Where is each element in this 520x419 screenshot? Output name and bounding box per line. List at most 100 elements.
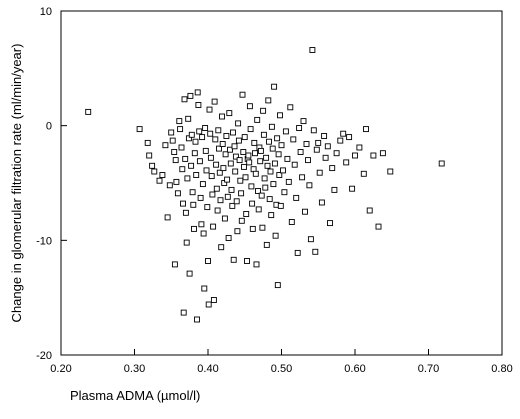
data-point	[240, 149, 247, 155]
data-point	[196, 128, 203, 135]
data-point	[186, 270, 193, 277]
data-point	[205, 258, 211, 264]
data-point	[198, 221, 205, 228]
data-point	[136, 126, 143, 133]
data-point	[247, 126, 254, 133]
data-point	[260, 131, 267, 138]
data-point	[180, 309, 187, 316]
data-point	[205, 301, 212, 308]
data-point	[192, 138, 199, 145]
data-point	[218, 244, 225, 251]
y-axis-title: Change in glomerular filtration rate (ml…	[9, 44, 24, 323]
data-point	[260, 107, 267, 114]
data-point	[329, 165, 336, 172]
data-point	[307, 236, 314, 243]
data-point	[272, 232, 279, 239]
data-point	[229, 202, 236, 209]
data-point	[299, 174, 306, 181]
data-point	[220, 165, 227, 172]
data-point	[232, 153, 239, 160]
data-point	[221, 215, 228, 222]
x-tick-label: 0.80	[491, 363, 512, 375]
data-point	[216, 145, 222, 152]
data-point	[268, 212, 275, 219]
data-point	[156, 177, 163, 184]
data-point	[238, 217, 245, 224]
data-point	[207, 154, 214, 161]
data-point	[263, 241, 270, 248]
data-point	[195, 102, 202, 108]
data-point	[370, 152, 377, 159]
data-point	[245, 152, 252, 159]
data-point	[255, 188, 261, 194]
data-point	[193, 172, 200, 178]
data-point	[252, 170, 259, 177]
data-point	[178, 144, 185, 151]
data-point	[244, 258, 250, 264]
data-point	[222, 151, 229, 158]
data-point	[237, 177, 244, 184]
data-point	[185, 115, 192, 122]
x-tick-label: 0.60	[344, 363, 365, 375]
data-point	[182, 209, 189, 216]
data-point	[255, 206, 262, 213]
data-point	[274, 282, 281, 289]
data-point	[309, 47, 316, 53]
data-point	[267, 168, 274, 175]
data-point	[266, 138, 272, 145]
data-point	[169, 137, 176, 144]
data-point	[235, 137, 242, 144]
data-point	[227, 160, 234, 167]
data-point	[201, 285, 208, 292]
data-point	[239, 91, 246, 98]
data-point	[363, 126, 369, 133]
data-point	[172, 157, 179, 164]
data-point	[85, 108, 92, 115]
data-point	[262, 184, 269, 191]
data-point	[182, 155, 189, 162]
data-point	[252, 150, 258, 157]
data-point	[333, 150, 340, 157]
data-points	[85, 47, 445, 323]
data-point	[231, 143, 238, 150]
data-point	[305, 157, 311, 164]
data-point	[324, 143, 331, 150]
data-point	[246, 103, 253, 110]
y-axis: 10 0 -10 -20	[36, 6, 67, 362]
data-point	[271, 83, 278, 90]
data-point	[264, 162, 271, 169]
data-point	[219, 141, 226, 147]
data-point	[257, 147, 264, 154]
data-point	[352, 152, 358, 159]
data-point	[349, 185, 356, 192]
data-point	[202, 147, 209, 154]
data-point	[274, 135, 281, 142]
data-point	[235, 120, 242, 127]
data-point	[207, 130, 214, 137]
data-point	[194, 89, 201, 96]
data-point	[282, 128, 289, 135]
data-point	[232, 168, 239, 175]
data-point	[277, 202, 284, 209]
x-axis-title: Plasma ADMA (µmol/l)	[70, 388, 200, 403]
data-point	[259, 224, 266, 231]
data-point	[188, 131, 195, 138]
data-point	[224, 193, 231, 200]
data-point	[190, 201, 197, 208]
data-point	[265, 97, 272, 104]
data-point	[188, 162, 195, 169]
data-point	[203, 167, 210, 174]
data-point	[315, 139, 322, 146]
data-point	[230, 129, 236, 136]
data-point	[327, 220, 333, 227]
data-point	[387, 168, 394, 175]
data-point	[225, 235, 232, 241]
data-point	[234, 228, 241, 235]
data-point	[226, 110, 233, 117]
data-point	[233, 198, 240, 205]
data-point	[346, 134, 353, 141]
data-point	[217, 197, 224, 204]
data-point	[241, 134, 248, 141]
data-point	[281, 189, 288, 196]
data-point	[297, 149, 304, 155]
